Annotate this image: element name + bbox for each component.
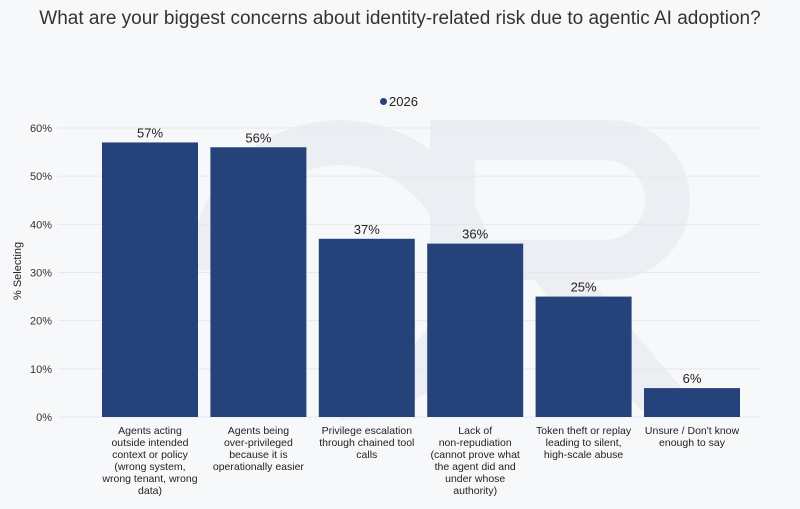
bar	[644, 388, 740, 417]
x-tick-label: wrong tenant, wrong	[101, 473, 197, 485]
x-tick-label: context or policy	[112, 449, 189, 461]
x-tick-label: through chained tool	[319, 437, 414, 449]
x-tick-label: enough to say	[659, 437, 726, 449]
x-tick-label: the agent did and	[435, 461, 516, 473]
bar	[318, 238, 415, 417]
x-tick-label: leading to silent,	[546, 437, 622, 449]
x-tick-label: Unsure / Don't know	[645, 425, 740, 437]
bar	[535, 296, 632, 417]
y-tick-label: 40%	[30, 219, 52, 231]
x-tick-label: non-repudiation	[439, 437, 512, 449]
x-tick-label: Agents being	[228, 425, 289, 437]
x-tick-label: (cannot prove what	[431, 449, 520, 461]
bar	[102, 142, 198, 417]
x-tick-label: because it is	[229, 449, 287, 461]
data-label: 57%	[137, 125, 163, 140]
x-tick-label: Token theft or replay	[536, 425, 632, 437]
x-tick-label: Lack of	[458, 425, 492, 437]
legend: 2026	[380, 94, 418, 109]
data-label: 25%	[571, 280, 597, 295]
x-tick-label: (wrong system,	[114, 461, 185, 473]
data-label: 56%	[245, 130, 271, 145]
y-tick-label: 30%	[30, 268, 52, 280]
y-tick-label: 60%	[30, 123, 52, 135]
chart-title: What are your biggest concerns about ide…	[39, 8, 761, 29]
data-label: 6%	[683, 371, 702, 386]
x-tick-label: operationally easier	[213, 461, 305, 473]
bar	[427, 243, 524, 417]
legend-marker	[380, 98, 387, 105]
y-tick-label: 50%	[30, 171, 52, 183]
x-tick-label: Privilege escalation	[322, 425, 413, 437]
x-tick-label: over-privileged	[224, 437, 293, 449]
y-tick-label: 20%	[30, 316, 52, 328]
x-tick-label: calls	[356, 449, 377, 461]
x-tick-label: under whose	[445, 473, 505, 485]
legend-label: 2026	[389, 94, 418, 109]
data-label: 37%	[354, 222, 380, 237]
x-tick-label: outside intended	[111, 437, 188, 449]
y-tick-label: 10%	[30, 364, 52, 376]
x-tick-label: authority)	[453, 485, 497, 497]
x-tick-label: high-scale abuse	[544, 449, 624, 461]
x-tick-label: Agents acting	[118, 425, 182, 437]
bar	[210, 147, 307, 417]
y-tick-label: 0%	[36, 412, 52, 424]
x-tick-label: data)	[138, 485, 162, 497]
data-label: 36%	[462, 227, 488, 242]
